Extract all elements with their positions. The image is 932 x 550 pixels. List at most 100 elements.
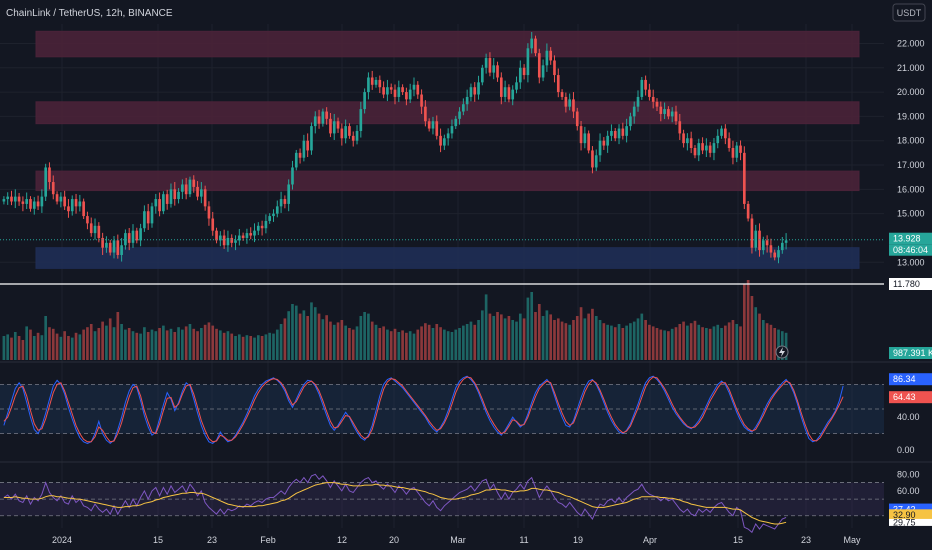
candle-body: [446, 133, 450, 139]
volume-bars: [2, 280, 788, 360]
candle-body: [591, 150, 594, 168]
volume-bar: [74, 332, 78, 360]
volume-bar: [272, 333, 275, 360]
candle-body: [154, 199, 158, 207]
volume-bar: [625, 325, 628, 360]
candle-body: [241, 235, 245, 238]
rsi-lower-badge: 29.75: [893, 517, 916, 527]
volume-bar: [777, 329, 780, 360]
candle-body: [556, 75, 560, 93]
currency-button-label: USDT: [897, 8, 922, 18]
volume-bar: [393, 328, 397, 360]
volume-bar: [758, 313, 761, 360]
volume-bar: [416, 329, 420, 360]
candle-body: [724, 128, 727, 139]
stochastic-d-badge-bg: [889, 391, 932, 404]
candle-body: [651, 96, 655, 102]
currency-button[interactable]: USDT: [892, 3, 926, 22]
candle-body: [215, 230, 218, 241]
volume-bar: [124, 329, 127, 360]
volume-bar: [78, 334, 82, 360]
candle-body: [192, 179, 196, 187]
candle-body: [408, 89, 412, 100]
volume-bar: [454, 329, 458, 360]
candle-body: [249, 233, 253, 236]
volume-bar: [36, 332, 40, 360]
candle-body: [86, 216, 89, 224]
candle-body: [598, 140, 602, 156]
volume-bar: [340, 320, 344, 360]
price-tick-label: 13.000: [897, 257, 925, 267]
candle-body: [750, 218, 754, 248]
candle-body: [382, 87, 385, 95]
candle-body: [253, 230, 256, 236]
volume-bar: [739, 326, 742, 360]
volume-bar: [116, 312, 120, 360]
volume-bar: [256, 335, 260, 360]
volume-bar: [59, 336, 63, 360]
candle-body: [6, 196, 10, 200]
volume-bar: [173, 332, 177, 360]
candle-body: [636, 96, 640, 107]
candle-body: [613, 130, 617, 139]
volume-bar: [131, 331, 135, 360]
candle-body: [431, 121, 435, 129]
volume-bar: [667, 331, 670, 360]
candle-body: [279, 199, 283, 207]
lightning-icon[interactable]: [775, 345, 789, 359]
candle-body: [526, 48, 530, 76]
candle-body: [454, 118, 458, 127]
price-tick-label: 15.000: [897, 209, 925, 219]
volume-bar: [515, 321, 518, 360]
time-tick-label: 23: [207, 535, 217, 545]
volume-bar: [594, 316, 598, 360]
candle-body: [439, 135, 442, 146]
volume-bar: [203, 324, 207, 360]
volume-bar: [196, 331, 199, 360]
candle-body: [777, 250, 780, 258]
volume-bar: [207, 322, 211, 360]
candle-body: [63, 196, 66, 207]
candle-body: [560, 92, 564, 97]
candle-body: [518, 67, 522, 83]
candle-body: [298, 152, 302, 158]
stochastic-line: [3, 376, 844, 443]
volume-bar: [48, 327, 51, 360]
candle-body: [36, 201, 40, 207]
stochastic-pane: [0, 375, 884, 445]
candle-body: [310, 126, 313, 151]
stochastic-line: [3, 375, 844, 445]
volume-bar: [6, 334, 10, 360]
volume-bar: [408, 331, 412, 360]
volume-bar: [636, 318, 640, 360]
candle-body: [541, 65, 545, 78]
candle-body: [389, 87, 393, 90]
volume-bar: [325, 315, 328, 360]
volume-bar: [750, 296, 754, 360]
candle-body: [162, 194, 165, 212]
candle-body: [511, 89, 515, 100]
candle-body: [146, 211, 150, 224]
volume-badge: 987.391 K: [893, 348, 932, 358]
volume-bar: [2, 336, 6, 360]
candle-body: [25, 199, 29, 204]
candle-body: [477, 82, 480, 95]
candle-body: [237, 235, 241, 241]
volume-bar: [670, 328, 674, 360]
volume-bar: [188, 324, 192, 360]
candle-body: [739, 145, 742, 153]
volume-badge-bg: [889, 347, 932, 359]
candle-body: [735, 145, 739, 158]
volume-bar: [260, 336, 264, 360]
volume-bar: [336, 322, 340, 360]
candle-body: [644, 79, 647, 90]
candle-body: [743, 152, 746, 204]
price-tick-label: 19.000: [897, 111, 925, 121]
candle-body: [120, 245, 123, 255]
volume-bar: [294, 305, 298, 360]
candle-body: [405, 92, 408, 100]
volume-bar: [465, 324, 469, 360]
volume-bar: [10, 337, 13, 360]
